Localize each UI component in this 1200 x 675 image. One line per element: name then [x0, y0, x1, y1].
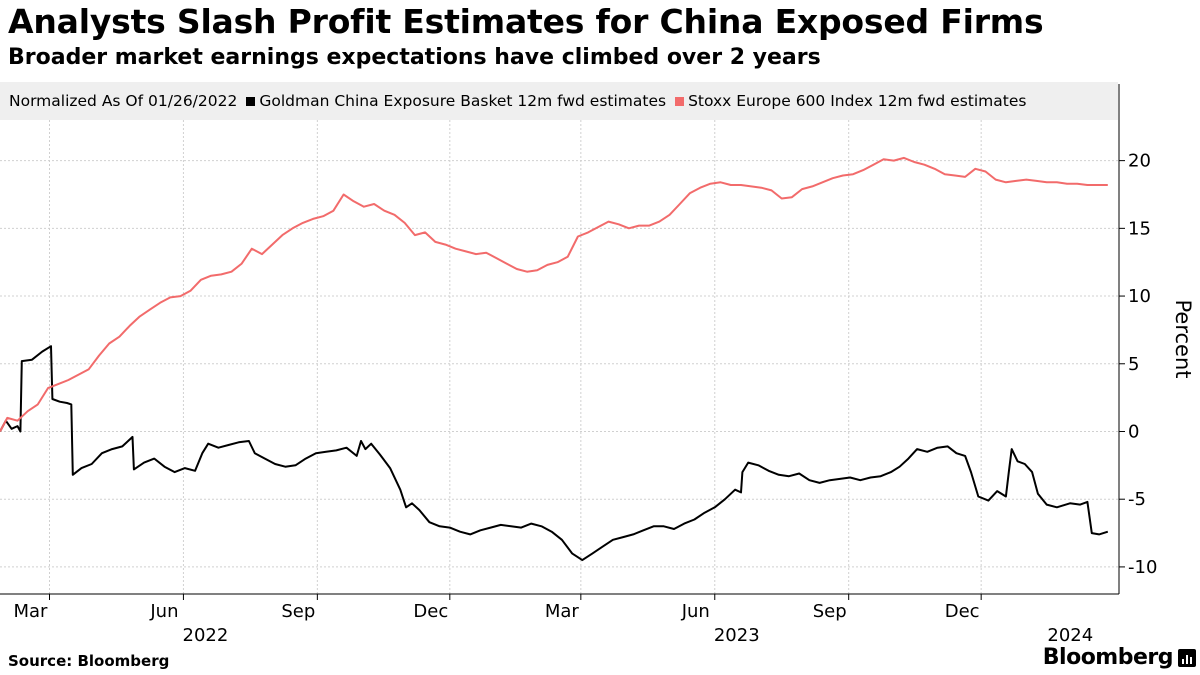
bloomberg-logo: Bloomberg	[1043, 645, 1196, 670]
legend-label-stoxx: Stoxx Europe 600 Index 12m fwd estimates	[688, 92, 1027, 110]
grid-lines	[0, 120, 1118, 594]
y-tick-label: 0	[1128, 421, 1139, 442]
series-line-stoxx	[0, 156, 1108, 432]
bloomberg-wordmark: Bloomberg	[1042, 645, 1174, 670]
legend-entry-stoxx: Stoxx Europe 600 Index 12m fwd estimates	[675, 92, 1026, 110]
chart-subtitle: Broader market earnings expectations hav…	[8, 45, 821, 70]
legend-swatch-stoxx	[675, 96, 685, 106]
legend-swatch-goldman	[246, 96, 256, 106]
legend-note: Normalized As Of 01/26/2022	[9, 92, 237, 110]
series-lines	[0, 156, 1109, 562]
chart-title: Analysts Slash Profit Estimates for Chin…	[8, 2, 1044, 41]
x-tick-label: Dec	[413, 601, 448, 622]
bloomberg-terminal-icon	[1178, 648, 1196, 667]
y-axis-title: Percent	[1171, 299, 1195, 378]
legend-note-text: Normalized As Of 01/26/2022	[9, 92, 238, 110]
source-note: Source: Bloomberg	[8, 652, 170, 670]
axes: 20 15 10 5 0 -5 -10 Percent Mar Jun Sep Dec Mar Jun Se…	[0, 84, 1195, 646]
x-year-label: 2024	[1047, 625, 1093, 646]
x-tick-label: Sep	[281, 601, 315, 622]
x-tick-label: Sep	[813, 601, 847, 622]
legend-entry-goldman: Goldman China Exposure Basket 12m fwd es…	[246, 92, 666, 110]
x-year-label: 2022	[183, 625, 229, 646]
x-tick-label: Jun	[681, 601, 710, 622]
legend: Normalized As Of 01/26/2022 Goldman Chin…	[0, 82, 1118, 120]
x-tick-label: Jun	[149, 601, 178, 622]
y-tick-label: 20	[1128, 151, 1151, 172]
x-tick-label: Dec	[945, 601, 980, 622]
legend-label-goldman: Goldman China Exposure Basket 12m fwd es…	[259, 92, 667, 110]
y-tick-label: 5	[1128, 354, 1139, 375]
y-tick-label: 15	[1128, 218, 1151, 239]
y-tick-label: 10	[1128, 286, 1151, 307]
x-tick-label: Mar	[14, 601, 49, 622]
x-tick-label: Mar	[545, 601, 580, 622]
y-tick-label: -10	[1128, 557, 1157, 578]
y-tick-label: -5	[1128, 489, 1146, 510]
series-line-goldman	[0, 345, 1109, 562]
x-year-label: 2023	[714, 625, 760, 646]
